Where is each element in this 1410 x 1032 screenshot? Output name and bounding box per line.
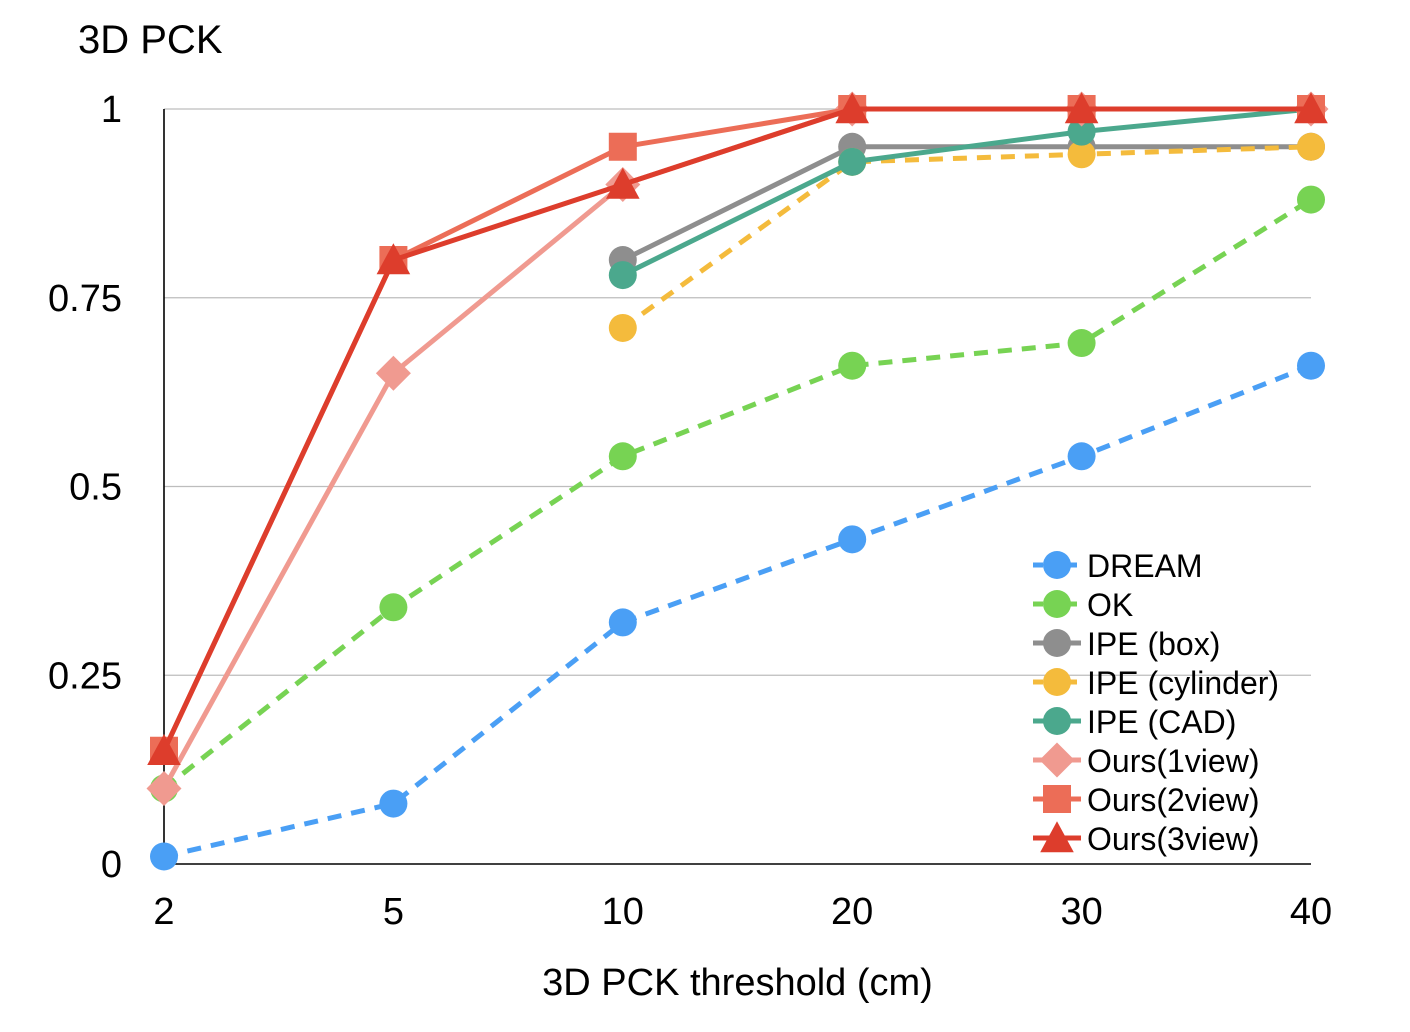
- legend-label: IPE (CAD): [1087, 704, 1236, 740]
- data-point: [1039, 742, 1075, 778]
- data-point: [1043, 668, 1071, 696]
- y-tick-label: 0.75: [48, 278, 122, 320]
- legend-label: IPE (cylinder): [1087, 665, 1279, 701]
- y-tick-label: 1: [101, 89, 122, 131]
- data-point: [376, 243, 411, 275]
- data-point: [1040, 821, 1074, 853]
- x-tick-label: 10: [602, 891, 644, 933]
- y-axis-title: 3D PCK: [78, 18, 223, 62]
- x-axis-title: 3D PCK threshold (cm): [542, 962, 933, 1004]
- data-point: [608, 442, 637, 471]
- data-point: [835, 92, 869, 124]
- x-tick-label: 40: [1290, 891, 1332, 933]
- legend-label: Ours(2view): [1087, 782, 1259, 818]
- data-point: [606, 167, 640, 199]
- data-point: [608, 132, 637, 161]
- data-point: [1043, 551, 1071, 579]
- legend-label: DREAM: [1087, 548, 1203, 584]
- data-point: [838, 351, 867, 380]
- data-point: [379, 789, 408, 818]
- series-line: [621, 144, 1311, 263]
- x-tick-label: 30: [1060, 891, 1102, 933]
- data-point: [1043, 785, 1071, 813]
- y-tick-label: 0.5: [69, 467, 122, 509]
- data-point: [838, 147, 867, 176]
- legend-label: IPE (box): [1087, 626, 1220, 662]
- data-point: [1064, 92, 1099, 124]
- legend-label: Ours(1view): [1087, 743, 1259, 779]
- data-point: [838, 525, 867, 554]
- data-point: [1067, 140, 1096, 169]
- data-point: [608, 608, 637, 637]
- data-point: [1297, 185, 1325, 214]
- data-point: [1297, 351, 1325, 380]
- data-point: [147, 733, 181, 766]
- data-point: [1043, 707, 1071, 735]
- data-point: [1294, 92, 1328, 124]
- data-point: [1067, 442, 1096, 471]
- series-line: [621, 144, 1312, 330]
- legend-label: Ours(3view): [1087, 821, 1259, 857]
- data-point: [1043, 590, 1071, 618]
- data-point: [608, 261, 637, 290]
- x-tick-label: 20: [831, 891, 873, 933]
- data-point: [150, 842, 178, 871]
- series-line: [162, 197, 1313, 791]
- legend-label: OK: [1087, 587, 1133, 623]
- data-point: [1043, 629, 1071, 657]
- data-point: [1067, 329, 1096, 358]
- series-line: [161, 106, 1311, 752]
- data-point: [1297, 132, 1325, 161]
- y-tick-label: 0: [101, 844, 122, 886]
- data-point: [375, 355, 411, 391]
- data-point: [146, 771, 182, 806]
- x-tick-label: 2: [153, 891, 174, 933]
- y-tick-label: 0.25: [48, 655, 122, 697]
- data-point: [608, 313, 637, 342]
- data-point: [1067, 117, 1096, 146]
- series-line: [621, 106, 1312, 278]
- x-tick-label: 5: [383, 891, 404, 933]
- series-line: [163, 363, 1312, 859]
- data-point: [379, 593, 408, 622]
